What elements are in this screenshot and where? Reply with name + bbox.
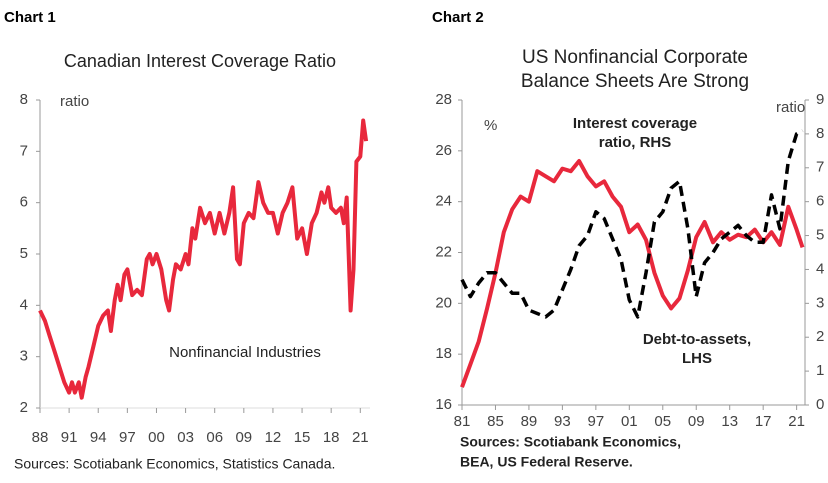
annotation: Debt-to-assets, [643,331,751,348]
y2-tick-label: 7 [816,159,824,176]
y2-tick-label: 6 [816,193,824,210]
y-tick-label: 22 [435,243,452,260]
x-tick-label: 88 [32,429,49,446]
y2-tick-label: 5 [816,227,824,244]
y-tick-label: 6 [20,194,28,211]
x-tick-label: 81 [454,413,471,430]
y-tick-label: 28 [435,91,452,108]
y-tick-label: 3 [20,348,28,365]
y-tick-label: 4 [20,296,28,313]
y2-tick-label: 2 [816,328,824,345]
x-tick-label: 13 [721,413,738,430]
source: Sources: Scotiabank Economics, Statistic… [14,456,335,472]
x-tick-label: 97 [588,413,605,430]
x-tick-label: 18 [323,429,340,446]
x-tick-label: 85 [487,413,504,430]
series-line [460,128,804,319]
y2-tick-label: 0 [816,396,824,413]
chart-title: Balance Sheets Are Strong [521,71,749,92]
series-line [38,118,369,400]
y-tick-label: 2 [20,399,28,416]
y2-tick-label: 9 [816,91,824,108]
y-tick-label: 7 [20,142,28,159]
x-tick-label: 01 [621,413,638,430]
y-tick-label: 18 [435,345,452,362]
chart-title: Canadian Interest Coverage Ratio [64,51,336,71]
x-tick-label: 12 [265,429,282,446]
x-tick-label: 00 [148,429,165,446]
annotation: Interest coverage [573,115,697,132]
x-tick-label: 97 [119,429,136,446]
y2-tick-label: 1 [816,362,824,379]
y2-axis-label: ratio [776,99,805,116]
source: Sources: Scotiabank Economics, [460,434,681,450]
x-tick-label: 21 [788,413,805,430]
chart-header: Chart 1 [4,9,56,26]
x-tick-label: 09 [688,413,705,430]
x-tick-label: 09 [235,429,252,446]
x-tick-label: 15 [294,429,311,446]
y2-tick-label: 8 [816,125,824,142]
y-tick-label: 16 [435,396,452,413]
y2-tick-label: 4 [816,260,824,277]
y-tick-label: 20 [435,294,452,311]
x-tick-label: 89 [521,413,538,430]
x-tick-label: 94 [90,429,107,446]
annotation: Nonfinancial Industries [169,344,321,361]
annotation: ratio, RHS [599,134,672,151]
y-axis-label: ratio [60,93,89,110]
annotation: LHS [682,350,712,367]
y-tick-label: 5 [20,245,28,262]
y-tick-label: 24 [435,193,452,210]
source: BEA, US Federal Reserve. [460,454,633,470]
chart-header: Chart 2 [432,9,484,26]
x-tick-label: 93 [554,413,571,430]
y-axis-label: % [484,117,497,134]
x-tick-label: 03 [177,429,194,446]
x-tick-label: 05 [654,413,671,430]
y-tick-label: 26 [435,142,452,159]
x-tick-label: 17 [755,413,772,430]
x-tick-label: 21 [352,429,369,446]
x-tick-label: 06 [206,429,223,446]
x-tick-label: 91 [61,429,78,446]
series-line [460,159,805,388]
y2-tick-label: 3 [816,294,824,311]
chart-title: US Nonfinancial Corporate [522,47,748,68]
y-tick-label: 8 [20,91,28,108]
